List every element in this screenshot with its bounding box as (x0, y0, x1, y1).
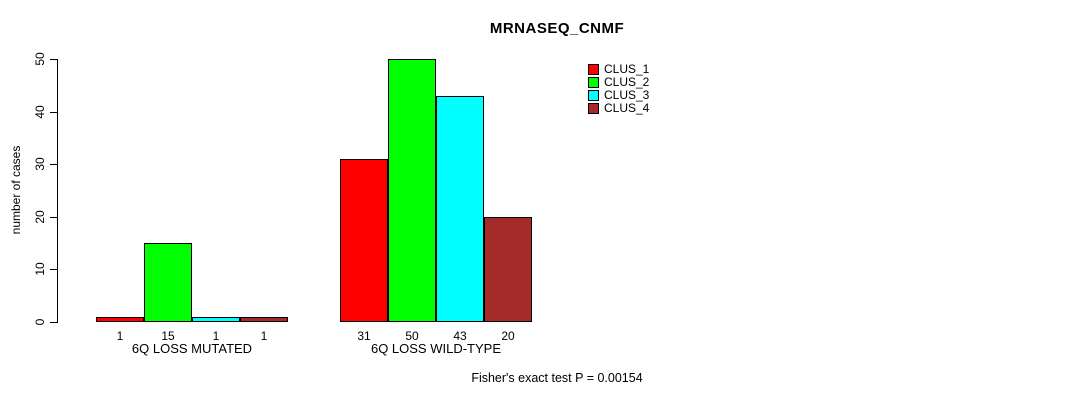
legend-swatch-clus_3 (588, 90, 599, 101)
y-axis-tick-label: 30 (33, 157, 47, 171)
chart-title: MRNASEQ_CNMF (489, 20, 625, 37)
group-label: 6Q LOSS MUTATED (131, 341, 253, 356)
y-axis-tick-label: 10 (33, 262, 47, 276)
bar-value-label: 15 (161, 329, 175, 343)
bar-value-label: 50 (405, 329, 419, 343)
bar-clus_2-group2 (388, 59, 436, 322)
bar-value-label: 1 (212, 329, 220, 343)
bar-clus_1-group1 (96, 317, 144, 322)
group-label: 6Q LOSS WILD-TYPE (370, 341, 502, 356)
annotation-text: Fisher's exact test P = 0.00154 (471, 371, 643, 385)
legend-item: CLUS_2 (588, 75, 650, 89)
bar-clus_2-group1 (144, 243, 192, 322)
legend: CLUS_1 CLUS_2 CLUS_3 CLUS_4 (588, 62, 650, 115)
legend-item: CLUS_3 (588, 88, 650, 102)
bar-clus_4-group1 (240, 317, 288, 322)
y-axis-tick-label: 0 (33, 318, 47, 326)
legend-item: CLUS_1 (588, 62, 650, 76)
bar-clus_3-group1 (192, 317, 240, 322)
legend-label: CLUS_1 (604, 62, 650, 76)
y-axis-tick (50, 59, 57, 60)
bar-value-label: 1 (116, 329, 124, 343)
y-axis-tick-label: 20 (33, 210, 47, 224)
legend-label: CLUS_4 (604, 101, 650, 115)
legend-label: CLUS_3 (604, 88, 650, 102)
legend-swatch-clus_4 (588, 103, 599, 114)
y-axis-tick (50, 269, 57, 270)
y-axis-label: number of cases (9, 145, 23, 235)
y-axis-tick (50, 217, 57, 218)
bar-value-label: 20 (501, 329, 515, 343)
legend-swatch-clus_2 (588, 77, 599, 88)
bar-clus_4-group2 (484, 217, 532, 322)
bar-value-label: 1 (260, 329, 268, 343)
y-axis-line (57, 59, 58, 323)
bar-value-label: 43 (453, 329, 467, 343)
bar-value-label: 31 (357, 329, 371, 343)
legend-swatch-clus_1 (588, 64, 599, 75)
bar-clus_3-group2 (436, 96, 484, 322)
y-axis-tick (50, 112, 57, 113)
bar-clus_1-group2 (340, 159, 388, 322)
legend-label: CLUS_2 (604, 75, 650, 89)
y-axis-tick-label: 40 (33, 105, 47, 119)
legend-item: CLUS_4 (588, 101, 650, 115)
y-axis-tick-label: 50 (33, 52, 47, 66)
y-axis-tick (50, 164, 57, 165)
y-axis-tick (50, 322, 57, 323)
